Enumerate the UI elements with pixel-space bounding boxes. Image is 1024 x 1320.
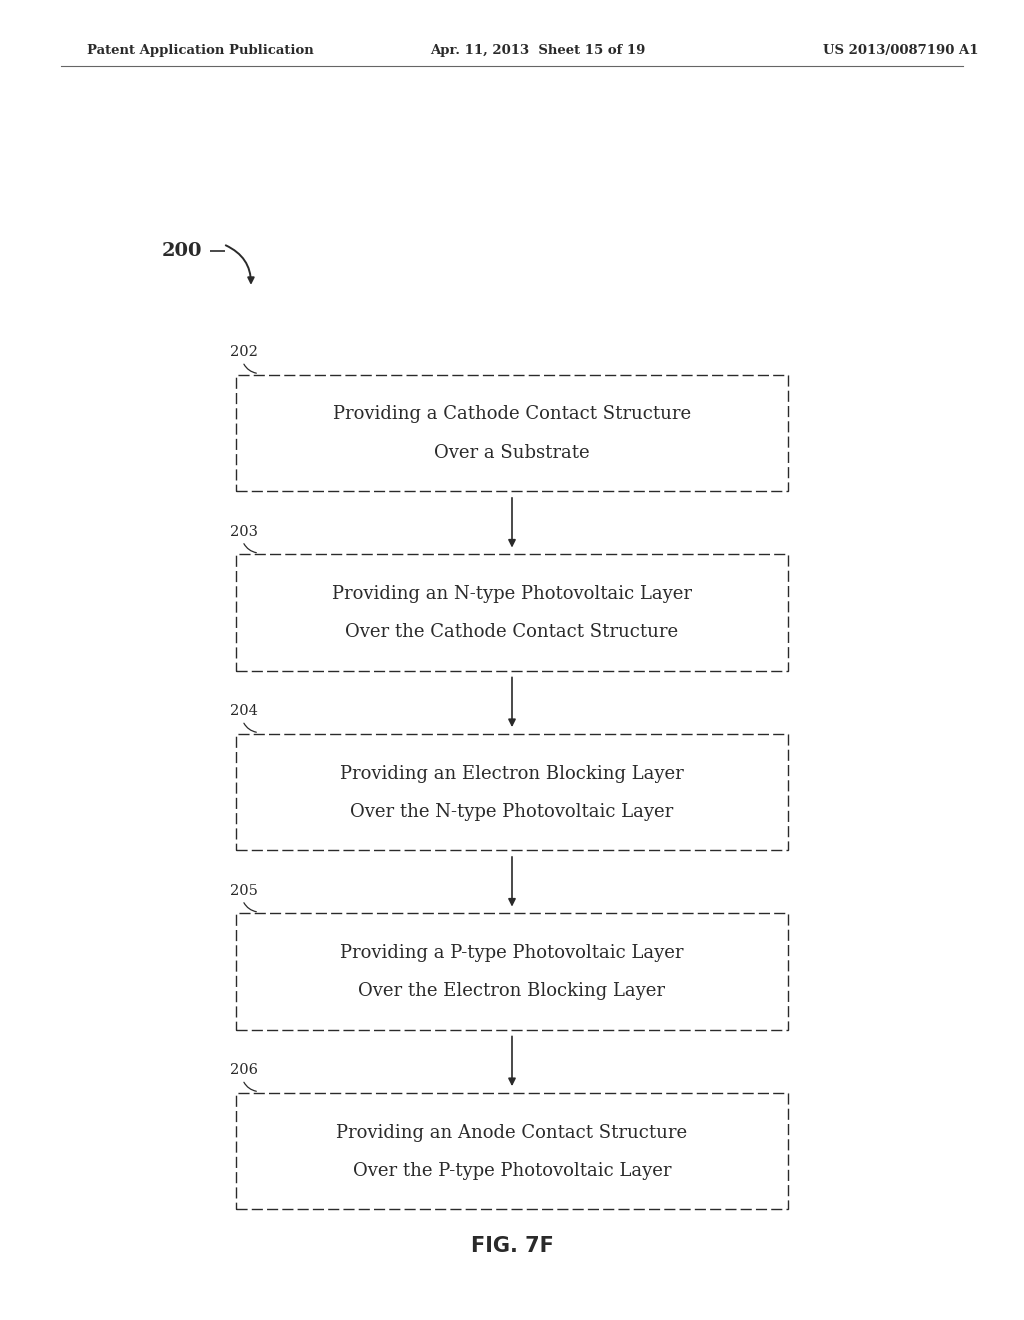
Text: Apr. 11, 2013  Sheet 15 of 19: Apr. 11, 2013 Sheet 15 of 19 [430,44,645,57]
Text: Over a Substrate: Over a Substrate [434,444,590,462]
Text: 203: 203 [230,524,258,539]
Text: Over the Electron Blocking Layer: Over the Electron Blocking Layer [358,982,666,1001]
Bar [236,554,788,671]
Bar [236,913,788,1030]
Text: Providing an Anode Contact Structure: Providing an Anode Contact Structure [337,1123,687,1142]
Text: 205: 205 [230,883,258,898]
Text: Providing an Electron Blocking Layer: Providing an Electron Blocking Layer [340,764,684,783]
Text: US 2013/0087190 A1: US 2013/0087190 A1 [823,44,979,57]
Text: Providing an N-type Photovoltaic Layer: Providing an N-type Photovoltaic Layer [332,585,692,603]
Text: 206: 206 [230,1063,258,1077]
Text: 202: 202 [230,345,258,359]
Text: Over the N-type Photovoltaic Layer: Over the N-type Photovoltaic Layer [350,803,674,821]
Text: Over the Cathode Contact Structure: Over the Cathode Contact Structure [345,623,679,642]
Text: Patent Application Publication: Patent Application Publication [87,44,313,57]
Text: 200: 200 [162,242,203,260]
Text: Providing a P-type Photovoltaic Layer: Providing a P-type Photovoltaic Layer [340,944,684,962]
Text: 204: 204 [230,704,258,718]
Bar [236,375,788,491]
Text: FIG. 7F: FIG. 7F [471,1236,553,1257]
Bar [236,1093,788,1209]
Text: Providing a Cathode Contact Structure: Providing a Cathode Contact Structure [333,405,691,424]
Text: Over the P-type Photovoltaic Layer: Over the P-type Photovoltaic Layer [352,1162,672,1180]
Bar [236,734,788,850]
